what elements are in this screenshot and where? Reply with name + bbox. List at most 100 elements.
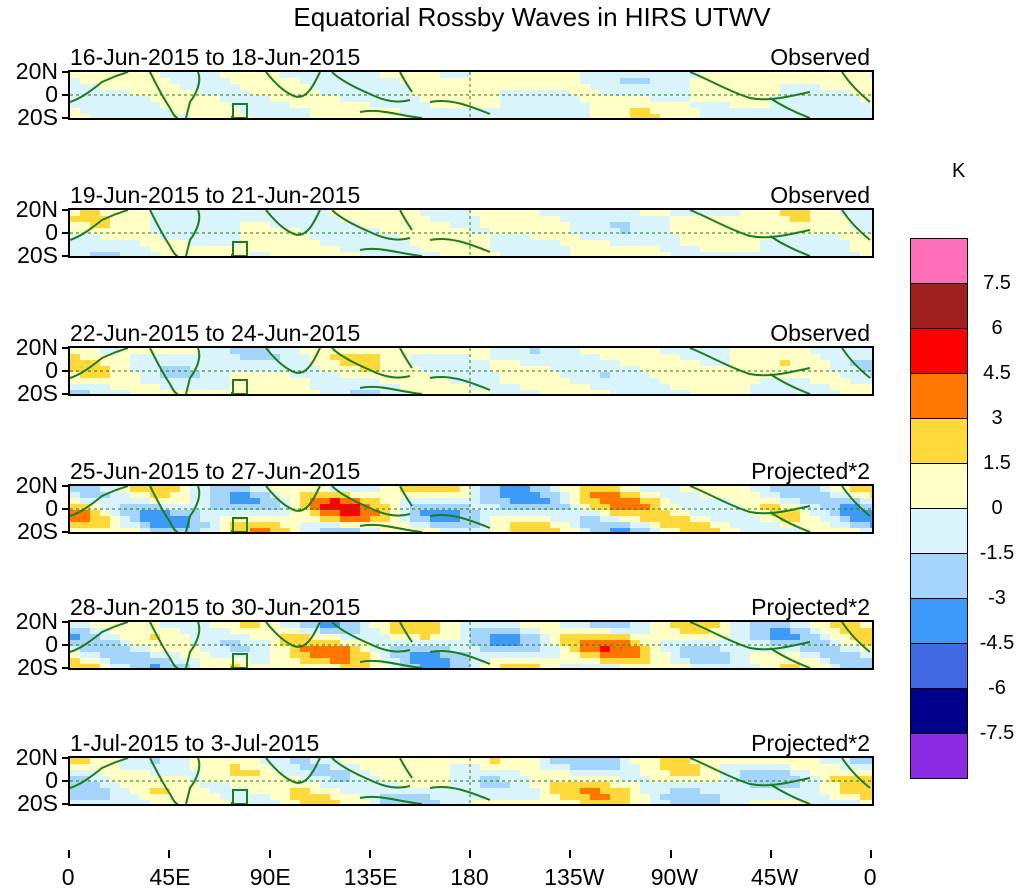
anomaly-cell — [180, 788, 190, 794]
anomaly-cell — [660, 510, 670, 516]
coastline — [185, 486, 201, 532]
anomaly-cell — [700, 246, 710, 252]
anomaly-cell — [860, 658, 870, 664]
anomaly-cell — [610, 764, 620, 770]
anomaly-cell — [100, 378, 110, 384]
anomaly-cell — [570, 628, 580, 634]
anomaly-cell — [370, 216, 380, 222]
anomaly-cell — [190, 528, 200, 532]
colorbar-swatch — [910, 238, 968, 283]
anomaly-cell — [120, 528, 130, 532]
panel-date-range: 25-Jun-2015 to 27-Jun-2015 — [70, 458, 361, 484]
anomaly-cell — [770, 210, 780, 216]
anomaly-cell — [310, 504, 320, 510]
anomaly-cell — [470, 640, 480, 646]
anomaly-cell — [850, 516, 860, 522]
anomaly-cell — [430, 486, 440, 492]
anomaly-cell — [650, 770, 660, 776]
anomaly-cell — [400, 794, 410, 800]
anomaly-cell — [440, 378, 450, 384]
colorbar-label: -3 — [988, 587, 1006, 609]
anomaly-cell — [310, 770, 320, 776]
anomaly-cell — [410, 646, 420, 652]
anomaly-cell — [80, 228, 90, 234]
anomaly-cell — [610, 758, 620, 764]
anomaly-cell — [690, 240, 700, 246]
anomaly-cell — [90, 492, 100, 498]
anomaly-cell — [100, 372, 110, 378]
anomaly-cell — [550, 800, 560, 804]
anomaly-cell — [140, 510, 150, 516]
anomaly-cell — [830, 646, 840, 652]
anomaly-cell — [670, 664, 680, 668]
anomaly-cell — [340, 366, 350, 372]
anomaly-cell — [740, 366, 750, 372]
anomaly-cell — [500, 664, 510, 668]
anomaly-cell — [740, 96, 750, 102]
colorbar-label: 3 — [991, 407, 1003, 429]
anomaly-cell — [470, 800, 480, 804]
anomaly-cell — [680, 384, 690, 390]
anomaly-cell — [650, 114, 660, 118]
anomaly-cell — [840, 390, 850, 394]
anomaly-cell — [140, 228, 150, 234]
anomaly-cell — [480, 628, 490, 634]
anomaly-cell — [500, 366, 510, 372]
anomaly-cell — [610, 634, 620, 640]
anomaly-cell — [290, 634, 300, 640]
anomaly-cell — [830, 628, 840, 634]
anomaly-cell — [250, 776, 260, 782]
lon-label: 180 — [450, 864, 489, 890]
anomaly-cell — [320, 360, 330, 366]
coastline — [331, 210, 411, 241]
anomaly-cell — [280, 234, 290, 240]
anomaly-cell — [160, 664, 170, 668]
anomaly-cell — [280, 522, 290, 528]
coastline — [689, 348, 811, 377]
anomaly-cell — [610, 776, 620, 782]
anomaly-cell — [550, 384, 560, 390]
anomaly-cell — [610, 782, 620, 788]
anomaly-cell — [670, 216, 680, 222]
anomaly-cell — [820, 366, 830, 372]
anomaly-cell — [710, 758, 720, 764]
anomaly-cell — [680, 628, 690, 634]
colorbar-swatch — [910, 283, 968, 328]
anomaly-cell — [590, 486, 600, 492]
anomaly-cell — [510, 800, 520, 804]
lon-label: 45E — [149, 864, 191, 890]
anomaly-cell — [780, 366, 790, 372]
anomaly-cell — [440, 84, 450, 90]
anomaly-cell — [410, 366, 420, 372]
anomaly-cell — [100, 228, 110, 234]
anomaly-cell — [710, 72, 720, 78]
anomaly-cell — [210, 246, 220, 252]
anomaly-cell — [290, 384, 300, 390]
anomaly-cell — [130, 78, 140, 84]
anomaly-cell — [800, 764, 810, 770]
anomaly-cell — [410, 390, 420, 394]
coastline — [185, 758, 201, 804]
anomaly-cell — [250, 228, 260, 234]
anomaly-cell — [300, 96, 310, 102]
anomaly-cell — [830, 384, 840, 390]
anomaly-cell — [430, 78, 440, 84]
anomaly-cell — [150, 794, 160, 800]
anomaly-cell — [400, 234, 410, 240]
colorbar-swatch — [910, 373, 968, 418]
anomaly-cell — [750, 758, 760, 764]
anomaly-cell — [150, 90, 160, 96]
anomaly-cell — [760, 504, 770, 510]
anomaly-cell — [710, 486, 720, 492]
anomaly-cell — [560, 634, 570, 640]
anomaly-cell — [150, 84, 160, 90]
anomaly-cell — [380, 764, 390, 770]
anomaly-cell — [160, 246, 170, 252]
anomaly-cell — [250, 234, 260, 240]
anomaly-cell — [390, 372, 400, 378]
anomaly-cell — [490, 664, 500, 668]
anomaly-cell — [500, 378, 510, 384]
anomaly-cell — [130, 658, 140, 664]
anomaly-cell — [380, 622, 390, 628]
anomaly-cell — [90, 378, 100, 384]
